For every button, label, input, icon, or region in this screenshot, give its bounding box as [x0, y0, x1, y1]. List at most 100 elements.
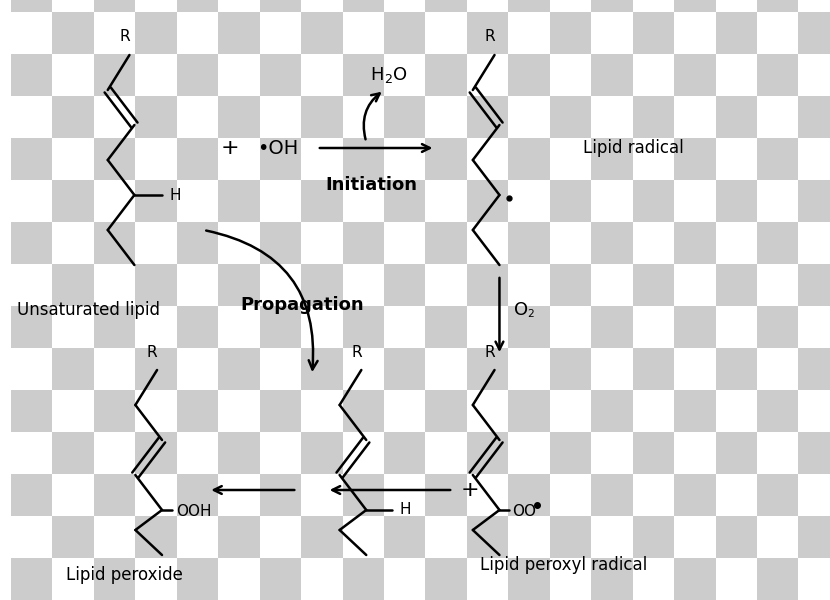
Bar	[467, 432, 508, 474]
Bar	[135, 516, 177, 558]
Text: Lipid radical: Lipid radical	[583, 139, 684, 157]
Bar	[549, 264, 591, 306]
Bar	[177, 138, 218, 180]
Bar	[94, 474, 135, 516]
Text: R: R	[351, 345, 362, 360]
Bar	[632, 96, 674, 138]
Bar	[426, 54, 467, 96]
Bar	[715, 180, 757, 222]
Bar	[384, 432, 426, 474]
Bar	[94, 222, 135, 264]
Bar	[218, 264, 260, 306]
Bar	[11, 0, 52, 12]
Bar	[632, 516, 674, 558]
Bar	[177, 474, 218, 516]
Bar	[467, 96, 508, 138]
Bar	[426, 474, 467, 516]
Bar	[549, 180, 591, 222]
Bar	[674, 138, 715, 180]
Bar	[52, 264, 94, 306]
Bar	[549, 432, 591, 474]
Bar	[508, 0, 549, 12]
Bar	[674, 474, 715, 516]
Bar	[798, 348, 830, 390]
Bar	[11, 138, 52, 180]
Bar	[177, 558, 218, 600]
Bar	[591, 54, 632, 96]
Bar	[11, 558, 52, 600]
Bar	[508, 222, 549, 264]
Bar	[218, 96, 260, 138]
Bar	[632, 180, 674, 222]
Text: OOH: OOH	[176, 503, 212, 518]
Bar	[715, 432, 757, 474]
Bar	[52, 516, 94, 558]
Bar	[343, 306, 384, 348]
Bar	[301, 348, 343, 390]
Bar	[549, 516, 591, 558]
Text: Propagation: Propagation	[241, 296, 364, 314]
Bar	[135, 264, 177, 306]
Bar	[260, 54, 301, 96]
Bar	[715, 96, 757, 138]
Bar	[508, 390, 549, 432]
Bar	[301, 432, 343, 474]
Bar	[218, 432, 260, 474]
Bar	[260, 222, 301, 264]
Bar	[343, 390, 384, 432]
Bar	[757, 558, 798, 600]
Bar	[798, 432, 830, 474]
Bar	[260, 138, 301, 180]
Bar	[426, 222, 467, 264]
Bar	[260, 0, 301, 12]
Bar	[591, 138, 632, 180]
Text: OO: OO	[512, 503, 536, 518]
Bar	[52, 12, 94, 54]
Bar	[52, 96, 94, 138]
Text: +: +	[221, 138, 239, 158]
Bar	[260, 306, 301, 348]
Bar	[467, 12, 508, 54]
Bar	[632, 348, 674, 390]
Bar	[301, 516, 343, 558]
Bar	[218, 12, 260, 54]
Bar	[218, 180, 260, 222]
Text: Initiation: Initiation	[325, 176, 417, 194]
Bar	[94, 54, 135, 96]
Bar	[508, 54, 549, 96]
Bar	[757, 390, 798, 432]
Bar	[218, 516, 260, 558]
Bar	[467, 516, 508, 558]
Bar	[135, 12, 177, 54]
Bar	[674, 0, 715, 12]
Bar	[549, 96, 591, 138]
Bar	[426, 306, 467, 348]
Bar	[715, 264, 757, 306]
Bar	[343, 558, 384, 600]
Bar	[467, 264, 508, 306]
Bar	[426, 558, 467, 600]
Bar	[798, 264, 830, 306]
Bar	[94, 138, 135, 180]
Bar	[674, 306, 715, 348]
Bar	[384, 348, 426, 390]
Bar	[343, 138, 384, 180]
Text: +: +	[461, 480, 479, 500]
Bar	[384, 12, 426, 54]
Bar	[757, 474, 798, 516]
Bar	[757, 0, 798, 12]
Bar	[426, 390, 467, 432]
Bar	[508, 474, 549, 516]
Bar	[467, 180, 508, 222]
Bar	[426, 0, 467, 12]
Bar	[177, 306, 218, 348]
Bar	[757, 54, 798, 96]
Bar	[467, 348, 508, 390]
Bar	[757, 222, 798, 264]
Bar	[177, 0, 218, 12]
Bar	[426, 138, 467, 180]
Bar	[94, 558, 135, 600]
Bar	[508, 306, 549, 348]
Bar	[11, 222, 52, 264]
Text: R: R	[484, 29, 495, 44]
